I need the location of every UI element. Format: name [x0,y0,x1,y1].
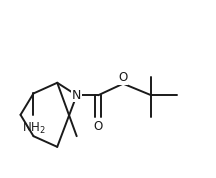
Text: N: N [72,89,81,102]
Text: NH$_2$: NH$_2$ [22,121,45,136]
Text: O: O [119,71,128,84]
Text: O: O [94,120,103,133]
